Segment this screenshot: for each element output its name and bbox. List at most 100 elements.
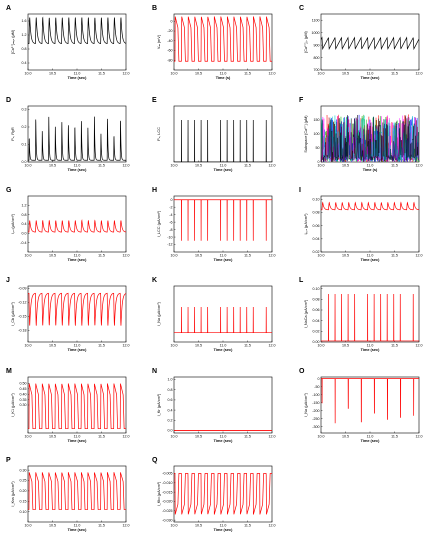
- panel-label-B: B: [152, 5, 157, 12]
- y-tick-label: 0.40: [20, 392, 27, 396]
- x-tick-label: 10.5: [49, 435, 56, 439]
- x-tick-label: 11.0: [220, 344, 227, 348]
- x-tick-label: 11.5: [391, 164, 398, 168]
- y-tick-label: 0.8: [22, 213, 27, 217]
- x-tick-label: 11.5: [244, 344, 251, 348]
- x-tick-label: 12.0: [269, 164, 276, 168]
- x-axis-label: Time (sec): [68, 76, 87, 80]
- x-axis-label: Time (s): [216, 76, 231, 80]
- y-tick-label: 0.00: [313, 340, 320, 344]
- x-tick-label: 11.0: [220, 435, 227, 439]
- x-tick-label: 10.5: [342, 344, 349, 348]
- x-axis-label: Time (sec): [214, 348, 233, 352]
- y-tick-label: -6: [169, 220, 172, 224]
- panel-label-F: F: [299, 97, 304, 104]
- x-tick-label: 11.5: [244, 72, 251, 76]
- y-tick-label: 0.06: [313, 308, 320, 312]
- y-tick-label: -20: [167, 29, 172, 33]
- panel-label-G: G: [6, 187, 12, 194]
- y-tick-label: -8: [169, 228, 172, 232]
- panel-E: E 10.0 10.5 11.0 11.5 12.0 Time (sec) Pₒ, LCC: [152, 97, 276, 172]
- x-tick-label: 10.5: [195, 435, 202, 439]
- x-tick-label: 11.5: [391, 72, 398, 76]
- x-tick-label: 11.0: [74, 524, 81, 528]
- panel-label-I: I: [299, 187, 301, 194]
- plot-frame: [173, 105, 273, 163]
- x-tick-label: 12.0: [269, 72, 276, 76]
- series-line: [321, 378, 419, 424]
- y-axis-label: I_LCC (μA/cm²): [157, 210, 161, 237]
- x-tick-label: 11.5: [98, 254, 105, 258]
- x-axis-label: Time (sec): [361, 348, 380, 352]
- x-axis-label: Time (sec): [361, 258, 380, 262]
- x-tick-label: 11.5: [244, 524, 251, 528]
- y-tick-label: 0.2: [168, 418, 173, 422]
- x-tick-label: 12.0: [269, 524, 276, 528]
- y-tick-label: 0.30: [20, 403, 27, 407]
- x-tick-label: 11.5: [244, 254, 251, 258]
- y-axis-label: [Ca²⁺]ₘᵧₒ (μM): [11, 29, 15, 54]
- y-axis-label: I꜀ₐₗ (μA/cm²): [11, 213, 15, 234]
- x-tick-label: 10.5: [342, 254, 349, 258]
- y-tick-label: 1.6: [22, 19, 27, 23]
- x-tick-label: 10.5: [49, 72, 56, 76]
- x-tick-label: 12.0: [416, 164, 423, 168]
- x-tick-label: 11.0: [74, 254, 81, 258]
- y-tick-label: 0.1: [22, 143, 27, 147]
- panel-label-H: H: [152, 187, 157, 194]
- y-tick-label: 1.0: [168, 378, 173, 382]
- y-tick-label: 0.02: [313, 250, 320, 254]
- y-tick-label: 0.15: [20, 499, 27, 503]
- x-tick-label: 11.0: [74, 164, 81, 168]
- x-axis-label: Time (sec): [214, 168, 233, 172]
- y-tick-label: -0.15: [18, 315, 26, 319]
- series-line: [174, 119, 272, 162]
- panel-label-P: P: [6, 457, 11, 464]
- y-tick-label: 1100: [312, 18, 320, 22]
- y-tick-label: -0.020: [162, 500, 172, 504]
- x-tick-label: 10.0: [25, 164, 32, 168]
- x-tick-label: 11.5: [391, 344, 398, 348]
- x-tick-label: 11.5: [391, 435, 398, 439]
- x-tick-label: 12.0: [416, 72, 423, 76]
- y-tick-label: -0.18: [18, 329, 26, 333]
- series-line: [28, 292, 126, 326]
- y-tick-label: 0.10: [313, 197, 320, 201]
- y-tick-label: -150: [312, 401, 319, 405]
- x-axis-label: Time (s): [363, 168, 378, 172]
- panel-label-L: L: [299, 277, 304, 284]
- y-axis-label: Pₒ, RyR: [11, 127, 15, 141]
- x-tick-label: 12.0: [123, 72, 130, 76]
- series-line: [28, 219, 126, 233]
- y-tick-label: 0.08: [313, 211, 320, 215]
- x-tick-label: 10.0: [171, 164, 178, 168]
- panel-A: A 1.6 1.2 0.8 0.4 10.0 10.5 11.0 11.5 12.0 Time (s…: [6, 5, 130, 80]
- x-axis-label: Time (sec): [68, 528, 87, 532]
- x-tick-label: 10.5: [342, 72, 349, 76]
- y-tick-label: -200: [312, 409, 319, 413]
- y-axis-label: Pₒ, LCC: [157, 127, 161, 141]
- x-tick-label: 11.0: [74, 344, 81, 348]
- series-line: [28, 472, 126, 510]
- panel-label-N: N: [152, 368, 157, 375]
- y-tick-label: -0.005: [162, 472, 172, 476]
- x-axis-label: Time (sec): [214, 528, 233, 532]
- x-tick-label: 10.0: [25, 344, 32, 348]
- y-tick-label: 0: [318, 377, 320, 381]
- plot-frame: [320, 376, 420, 434]
- y-tick-label: 0.10: [20, 510, 27, 514]
- y-tick-label: 1000: [312, 31, 320, 35]
- y-tick-label: -0.12: [18, 301, 26, 305]
- x-tick-label: 11.5: [98, 524, 105, 528]
- y-tick-label: 0.4: [22, 222, 27, 226]
- panel-P: P 0.30 0.25 0.20 0.15 0.10 10.0 10.5 11.0 11.5 12.…: [6, 457, 130, 532]
- series-line: [174, 473, 272, 515]
- series-line: [174, 199, 272, 241]
- y-tick-label: 0.08: [313, 298, 320, 302]
- y-tick-label: -100: [312, 393, 319, 397]
- x-tick-label: 11.5: [98, 164, 105, 168]
- x-tick-label: 10.5: [195, 254, 202, 258]
- y-tick-label: 0.04: [313, 237, 320, 241]
- x-tick-label: 10.5: [49, 254, 56, 258]
